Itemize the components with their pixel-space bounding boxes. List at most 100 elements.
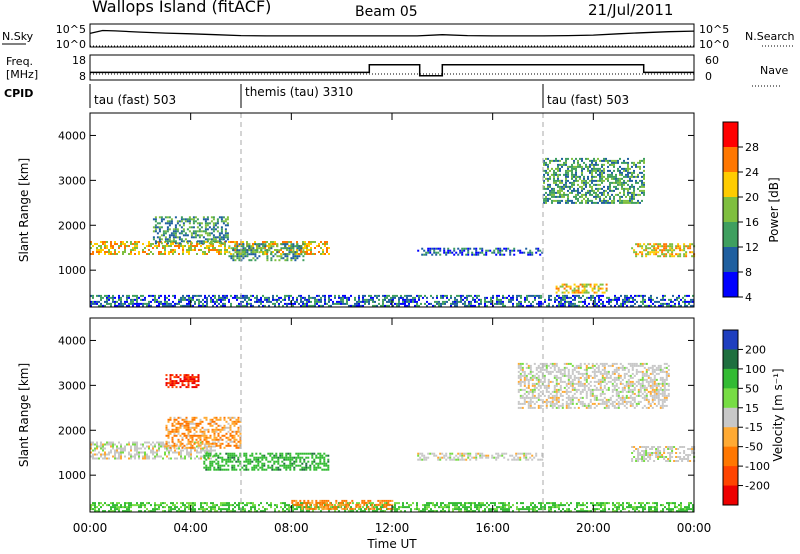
power-cell-band-6 (623, 183, 625, 186)
velocity-cell-band-2 (187, 442, 190, 445)
velocity-cell-band-4 (526, 506, 528, 509)
power-cell-band-4 (348, 296, 350, 299)
power-cell-band-3 (292, 257, 295, 260)
velocity-cell-band-1 (186, 443, 188, 446)
velocity-cell-band-1 (96, 441, 98, 444)
velocity-cell-band-3 (255, 452, 258, 455)
power-cell-band-3 (252, 249, 255, 252)
velocity-cell-band-1 (146, 441, 148, 444)
velocity-cell-band-1 (158, 445, 160, 448)
power-cell-band-6 (573, 201, 575, 204)
velocity-cell-band-1 (168, 449, 170, 452)
power-cell-band-8 (675, 247, 678, 250)
velocity-cell-band-1 (160, 455, 162, 458)
velocity-cell-band-1 (168, 451, 170, 454)
power-cell-band-6 (599, 159, 601, 162)
velocity-cell-band-4 (338, 506, 340, 509)
power-cell-band-4 (188, 294, 190, 297)
power-cell-band-4 (166, 304, 168, 307)
velocity-cell-band-4 (138, 510, 140, 513)
velocity-cell-band-2 (219, 446, 222, 449)
velocity-cell-band-3 (291, 464, 294, 467)
power-cell-band-4 (502, 300, 504, 303)
power-cell-band-4 (456, 294, 458, 297)
power-cell-band-3 (296, 255, 299, 258)
power-cell-band-8 (679, 245, 682, 248)
power-cell-band-7 (585, 285, 588, 288)
power-cell-band-6 (631, 195, 633, 198)
power-cell-band-4 (382, 298, 384, 301)
power-cell-band-4 (294, 300, 296, 303)
power-cell-band-6 (599, 171, 601, 174)
velocity-cell-band-5 (321, 501, 324, 504)
velocity-cell-band-6 (169, 382, 172, 385)
power-cell-band-4 (308, 296, 310, 299)
velocity-cell-band-4 (474, 504, 476, 507)
power-cell-band-6 (601, 163, 603, 166)
velocity-cell-band-4 (282, 510, 284, 513)
velocity-cell-band-2 (201, 432, 204, 435)
power-cell-band-4 (690, 304, 692, 307)
power-cell-band-6 (627, 167, 629, 170)
power-cell-band-4 (416, 304, 418, 307)
velocity-cell-band-4 (108, 510, 110, 513)
power-cell-band-6 (607, 179, 609, 182)
velocity-cell-band-7 (463, 452, 466, 455)
power-cell-band-4 (532, 304, 534, 307)
velocity-cell-band-3 (319, 456, 322, 459)
power-cell-band-6 (545, 191, 547, 194)
power-cell-band-6 (605, 189, 607, 192)
power-cell-band-2 (208, 242, 211, 245)
velocity-cell-band-4 (176, 506, 178, 509)
velocity-cell-band-3 (245, 454, 248, 457)
power-cell-band-6 (587, 169, 589, 172)
velocity-cell-band-3 (209, 464, 212, 467)
velocity-cell-band-4 (210, 502, 212, 505)
power-cell-band-1 (160, 253, 162, 255)
power-cell-band-8 (637, 245, 640, 248)
velocity-cell-band-4 (118, 506, 120, 509)
velocity-cell-band-2 (233, 420, 236, 423)
velocity-cell-band-2 (213, 434, 216, 437)
power-cell-band-1 (310, 249, 312, 251)
velocity-cell-band-1 (106, 453, 108, 456)
power-cell-band-4 (686, 304, 688, 307)
power-cell-band-1 (224, 251, 226, 253)
velocity-cell-band-5 (351, 499, 354, 502)
power-cell-band-2 (208, 232, 211, 235)
power-cell-band-5 (513, 253, 516, 256)
power-cell-band-1 (322, 253, 324, 255)
power-cell-band-7 (587, 283, 590, 286)
velocity-cell-band-4 (220, 502, 222, 505)
power-cell-band-6 (579, 177, 581, 180)
velocity-cell-band-3 (209, 460, 212, 463)
velocity-cell-band-4 (204, 502, 206, 505)
velocity-cell-band-3 (275, 456, 278, 459)
velocity-cell-band-5 (301, 507, 304, 510)
power-cell-band-6 (595, 169, 597, 172)
power-cell-band-2 (224, 228, 227, 231)
velocity-cell-band-5 (391, 503, 394, 506)
velocity-cell-band-5 (363, 503, 366, 506)
velocity-cell-band-4 (206, 508, 208, 511)
velocity-cell-band-3 (213, 468, 216, 471)
power-cell-band-6 (617, 159, 619, 162)
power-cell-band-6 (605, 199, 607, 202)
power-cell-band-4 (112, 296, 114, 299)
velocity-cell-band-4 (164, 502, 166, 505)
velocity-cell-band-5 (305, 505, 308, 508)
power-cell-band-1 (244, 253, 246, 255)
power-cell-band-3 (266, 251, 269, 254)
velocity-cell-band-2 (231, 440, 234, 443)
power-cell-band-4 (318, 294, 320, 297)
power-cell-band-4 (304, 298, 306, 301)
power-cell-band-4 (456, 300, 458, 303)
velocity-cell-band-4 (364, 508, 366, 511)
velocity-cell-band-4 (472, 510, 474, 513)
velocity-cell-band-1 (134, 445, 136, 448)
power-cell-band-4 (186, 294, 188, 297)
velocity-cell-band-4 (204, 508, 206, 511)
power-cell-band-2 (178, 220, 181, 223)
velocity-cell-band-1 (142, 451, 144, 454)
velocity-cell-band-4 (162, 510, 164, 513)
